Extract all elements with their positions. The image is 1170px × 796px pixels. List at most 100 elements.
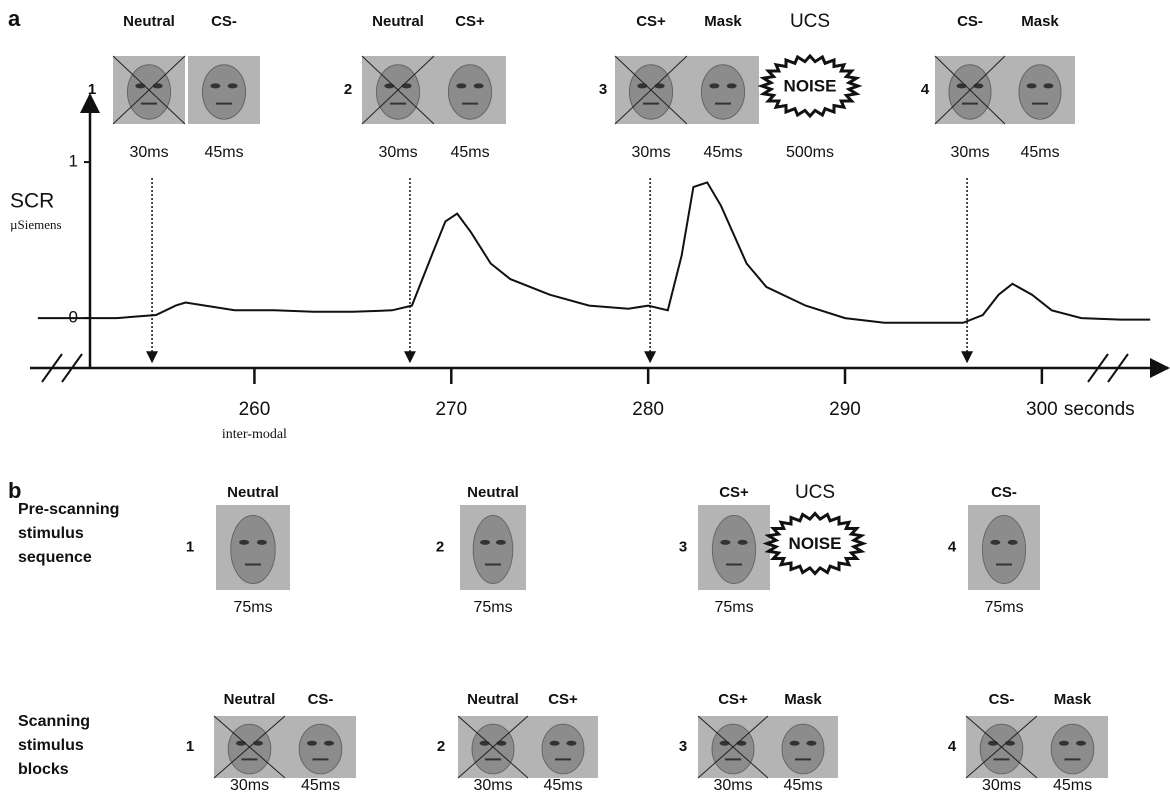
trial-number: 1 [88, 81, 96, 98]
eye [456, 83, 467, 89]
duration: 45ms [1020, 144, 1059, 161]
duration: 45ms [301, 777, 340, 794]
eye [152, 83, 163, 89]
face [201, 64, 247, 120]
eye [720, 539, 731, 545]
duration: 75ms [473, 599, 512, 616]
face [948, 64, 992, 120]
face [230, 515, 276, 584]
noise-burst [757, 53, 863, 119]
trial-number: 4 [948, 738, 957, 755]
y-label: SCR [10, 190, 54, 213]
noise-text: NOISE [789, 534, 842, 553]
duration: 30ms [982, 777, 1021, 794]
face [298, 723, 343, 775]
face-image [112, 55, 186, 125]
face [126, 64, 172, 120]
cross [213, 715, 286, 779]
face-image [1037, 716, 1108, 778]
y-unit: µSiemens [10, 217, 62, 232]
x-unit: seconds [1064, 399, 1135, 420]
axis-break [41, 353, 63, 383]
panel-label: b [8, 478, 21, 503]
eye [709, 83, 720, 89]
eye [135, 83, 146, 89]
eye [1007, 539, 1018, 545]
stimulus-label: CS- [957, 13, 983, 30]
trial-number: 3 [599, 81, 607, 98]
eye [227, 83, 238, 89]
duration: 30ms [473, 777, 512, 794]
stimulus-label: CS- [211, 13, 237, 30]
eye [324, 740, 335, 746]
row-title: sequence [18, 549, 92, 566]
eye [637, 83, 648, 89]
face-image [697, 715, 769, 779]
x-tick-label: 290 [829, 399, 861, 420]
stimulus-label: CS+ [719, 484, 749, 501]
duration: 500ms [786, 144, 834, 161]
eye [566, 740, 577, 746]
duration: 30ms [129, 144, 168, 161]
duration: 45ms [783, 777, 822, 794]
stimulus-label: Mask [784, 691, 822, 708]
face-image [934, 55, 1006, 125]
face [472, 515, 514, 584]
scr-trace [37, 181, 1151, 324]
face-image [361, 55, 435, 125]
stimulus-label: CS+ [718, 691, 748, 708]
duration: 45ms [204, 144, 243, 161]
eye [1076, 740, 1087, 746]
face-image [968, 505, 1040, 590]
x-tick-label: 300 [1026, 399, 1058, 420]
stimulus-label: Mask [1021, 13, 1059, 30]
duration: 30ms [631, 144, 670, 161]
stimulus-label: CS- [989, 691, 1015, 708]
eye [1043, 83, 1054, 89]
eye [549, 740, 560, 746]
stimulus-label: CS- [308, 691, 334, 708]
stimulus-label: Neutral [123, 13, 175, 30]
stimulus-label: Neutral [224, 691, 276, 708]
trial-number: 1 [186, 738, 194, 755]
eye [384, 83, 395, 89]
eye [726, 83, 737, 89]
face-image [614, 55, 688, 125]
ucs-label: UCS [795, 482, 835, 503]
eye [1026, 83, 1037, 89]
face [471, 723, 515, 775]
face [375, 64, 421, 120]
duration: 30ms [230, 777, 269, 794]
stimulus-label: CS+ [455, 13, 485, 30]
eye [789, 740, 800, 746]
face [1018, 64, 1062, 120]
eye [654, 83, 665, 89]
axis-break [61, 353, 83, 383]
face [628, 64, 674, 120]
face [711, 515, 757, 584]
face [700, 64, 746, 120]
face-image [687, 56, 759, 124]
eye [495, 539, 506, 545]
face-image [528, 716, 598, 778]
row-title: Pre-scanning [18, 501, 119, 518]
stimulus-label: CS+ [636, 13, 666, 30]
trial-number: 4 [948, 538, 957, 555]
face [227, 723, 272, 775]
eye [239, 539, 250, 545]
stimulus-label: Neutral [467, 691, 519, 708]
duration: 45ms [450, 144, 489, 161]
stimulus-label: Mask [1054, 691, 1092, 708]
cross [965, 715, 1038, 779]
stimulus-label: Neutral [467, 484, 519, 501]
face-image [768, 716, 838, 778]
stimulus-label: Neutral [227, 484, 279, 501]
noise-text: NOISE [784, 76, 837, 95]
x-tick-label: 280 [632, 399, 664, 420]
eye [1058, 740, 1069, 746]
stimulus-label: CS+ [548, 691, 578, 708]
cross [614, 55, 688, 125]
trial-number: 2 [436, 538, 444, 555]
duration: 75ms [984, 599, 1023, 616]
